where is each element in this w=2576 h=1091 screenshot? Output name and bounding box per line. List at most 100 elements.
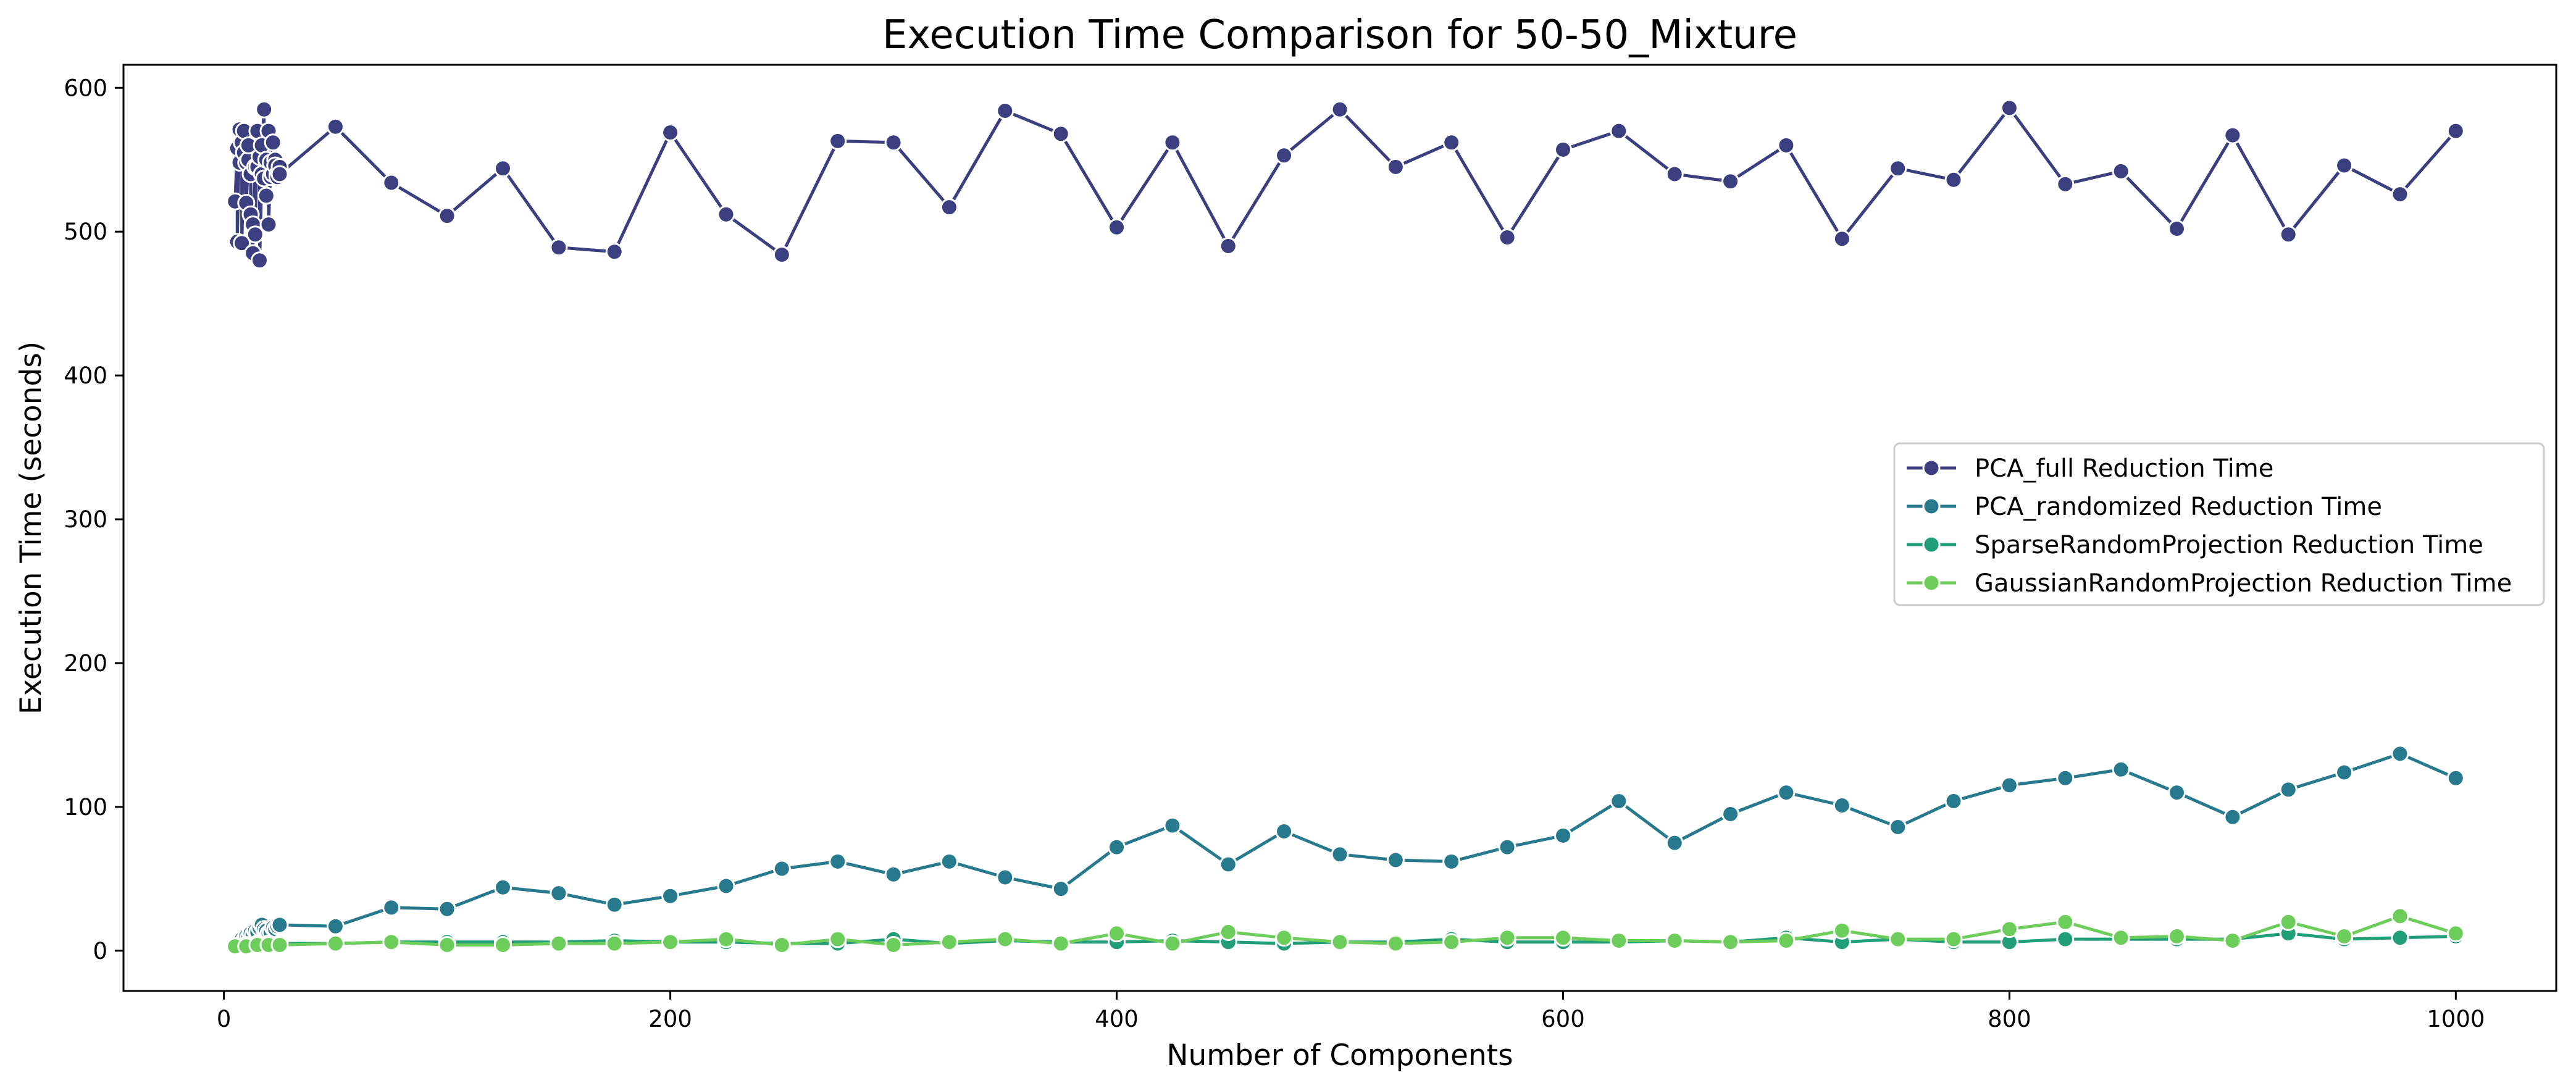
series-1-point-38 (1275, 822, 1294, 840)
series-0-point-47 (661, 123, 680, 141)
series-0-point-76 (2279, 225, 2298, 244)
series-3-point-26 (1498, 929, 1516, 947)
x-tick-label-4: 800 (1988, 1006, 2031, 1032)
series-1-point-49 (1889, 818, 1907, 836)
series-3-point-19 (1108, 924, 1126, 943)
series-1-point-55 (2223, 808, 2242, 826)
series-3-point-12 (717, 930, 735, 948)
series-0-point-68 (1833, 230, 1851, 248)
series-line-3 (235, 914, 2457, 948)
series-1-point-41 (1442, 852, 1461, 871)
series-1-point-30 (829, 852, 847, 871)
series-3-point-17 (996, 930, 1014, 948)
series-0-point-53 (996, 102, 1014, 120)
series-2-point-36 (2056, 930, 2075, 948)
series-3-point-41 (2335, 927, 2354, 945)
series-1-point-33 (996, 868, 1014, 887)
series-1-point-47 (1777, 784, 1796, 802)
y-tick-label-4: 400 (64, 362, 107, 389)
series-0-point-49 (772, 246, 791, 264)
x-tick-label-2: 400 (1095, 1006, 1139, 1032)
series-0-point-6 (233, 234, 251, 253)
series-1-point-51 (2000, 776, 2018, 795)
series-1-point-42 (1498, 838, 1516, 856)
x-tick-label-1: 200 (648, 1006, 692, 1032)
legend-label-1: PCA_randomized Reduction Time (1975, 493, 2382, 521)
series-3-point-27 (1554, 929, 1572, 947)
series-1-point-52 (2056, 769, 2075, 787)
x-tick-label-0: 0 (217, 1006, 232, 1032)
series-0-point-65 (1665, 165, 1684, 183)
series-3-point-37 (2112, 929, 2130, 947)
series-3-point-36 (2056, 913, 2075, 931)
series-0-point-55 (1108, 218, 1126, 236)
series-3-point-21 (1219, 923, 1237, 941)
series-3-point-35 (2000, 920, 2018, 938)
legend-label-0: PCA_full Reduction Time (1975, 454, 2273, 483)
series-3-point-38 (2168, 927, 2186, 945)
series-0-point-52 (940, 198, 958, 217)
legend-label-2: SparseRandomProjection Reduction Time (1975, 531, 2483, 559)
series-1-point-25 (550, 884, 568, 903)
legend-marker-2 (1922, 535, 1941, 554)
series-0-point-43 (438, 207, 456, 225)
series-0-point-62 (1498, 228, 1516, 246)
series-0-point-40 (270, 165, 289, 183)
series-1-point-54 (2168, 784, 2186, 802)
series-1-point-59 (2446, 769, 2465, 787)
series-3-point-22 (1275, 929, 1294, 947)
x-tick-label-3: 600 (1541, 1006, 1585, 1032)
series-0-point-22 (251, 251, 269, 270)
series-0-point-74 (2168, 220, 2186, 238)
series-1-point-36 (1163, 816, 1182, 835)
series-3-point-20 (1163, 934, 1182, 953)
series-line-2 (235, 932, 2456, 948)
series-3-point-15 (884, 936, 903, 954)
series-1-point-53 (2112, 760, 2130, 779)
series-3-point-24 (1386, 934, 1405, 953)
series-2-point-42 (2391, 929, 2409, 947)
series-1-point-57 (2335, 763, 2354, 782)
series-0-point-72 (2056, 175, 2075, 193)
series-1-point-45 (1665, 834, 1684, 852)
series-3-point-43 (2446, 924, 2465, 943)
series-0-point-61 (1442, 133, 1461, 152)
x-tick-label-5: 1000 (2427, 1006, 2485, 1032)
legend-label-3: GaussianRandomProjection Reduction Time (1975, 569, 2512, 598)
y-tick-label-2: 200 (64, 650, 107, 677)
series-0-point-56 (1163, 133, 1182, 152)
series-3-point-29 (1665, 932, 1684, 950)
legend-box (1893, 442, 2545, 606)
series-0-point-57 (1219, 237, 1237, 255)
series-3-point-5 (326, 934, 345, 953)
series-1-point-32 (940, 852, 958, 871)
series-1-point-50 (1944, 792, 1963, 810)
series-1-point-40 (1386, 851, 1405, 869)
chart-title: Execution Time Comparison for 50-50_Mixt… (882, 12, 1797, 58)
series-0-point-45 (550, 238, 568, 257)
series-3-point-23 (1331, 933, 1349, 951)
plot-marks (226, 99, 2465, 956)
series-1-point-23 (438, 900, 456, 918)
series-0-point-18 (246, 225, 264, 244)
series-1-point-27 (661, 887, 680, 905)
series-1-point-28 (717, 877, 735, 895)
x-axis-ticks: 0 200 400 600 800 1000 (217, 991, 2485, 1032)
series-3-point-34 (1944, 930, 1963, 948)
series-3-point-28 (1610, 932, 1628, 950)
series-3-point-40 (2279, 913, 2298, 931)
series-0-point-50 (829, 132, 847, 150)
series-3-point-30 (1721, 933, 1740, 951)
series-1-point-24 (494, 878, 512, 897)
series-3-point-8 (494, 936, 512, 954)
series-1-point-43 (1554, 826, 1572, 845)
y-tick-label-3: 300 (64, 506, 107, 533)
y-axis-title: Execution Time (seconds) (14, 341, 48, 714)
series-1-point-29 (772, 859, 791, 878)
series-1-point-21 (326, 917, 345, 935)
series-3-point-25 (1442, 933, 1461, 951)
series-0-point-67 (1777, 136, 1796, 154)
series-0-point-77 (2335, 156, 2354, 175)
series-0-point-28 (257, 186, 275, 205)
series-0-point-79 (2446, 122, 2465, 140)
